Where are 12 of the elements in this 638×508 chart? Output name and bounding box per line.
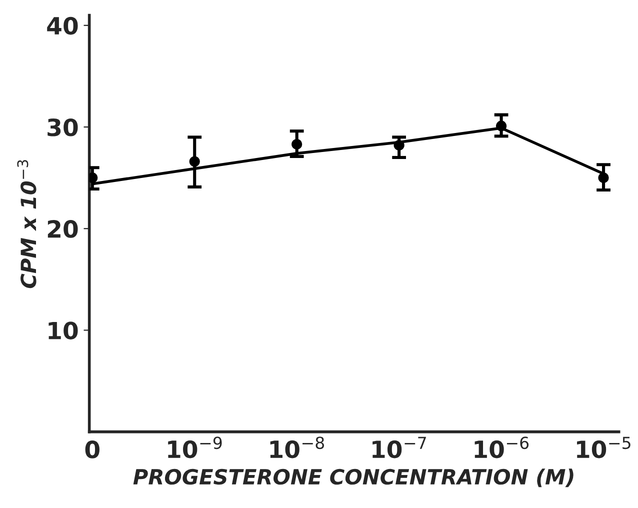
x-tick-label: 10$^{−5}$ xyxy=(577,436,630,458)
x-tick-label: 10$^{−7}$ xyxy=(372,436,426,458)
y-tick-label: 10 xyxy=(48,322,78,340)
y-tick-label: 20 xyxy=(48,220,78,238)
x-tick-label: 10$^{−9}$ xyxy=(168,436,222,458)
y-tick-label: 30 xyxy=(48,118,78,136)
x-tick-label: 0 xyxy=(85,440,100,458)
x-tick-label: 10$^{−8}$ xyxy=(270,436,324,458)
y-axis-title: CPM x 10$^{−3}$ xyxy=(17,160,36,288)
y-tick-label: 40 xyxy=(47,16,78,35)
x-axis-title: PROGESTERONE CONCENTRATION (M) xyxy=(133,468,574,488)
x-tick-label: 10$^{−6}$ xyxy=(474,436,529,458)
